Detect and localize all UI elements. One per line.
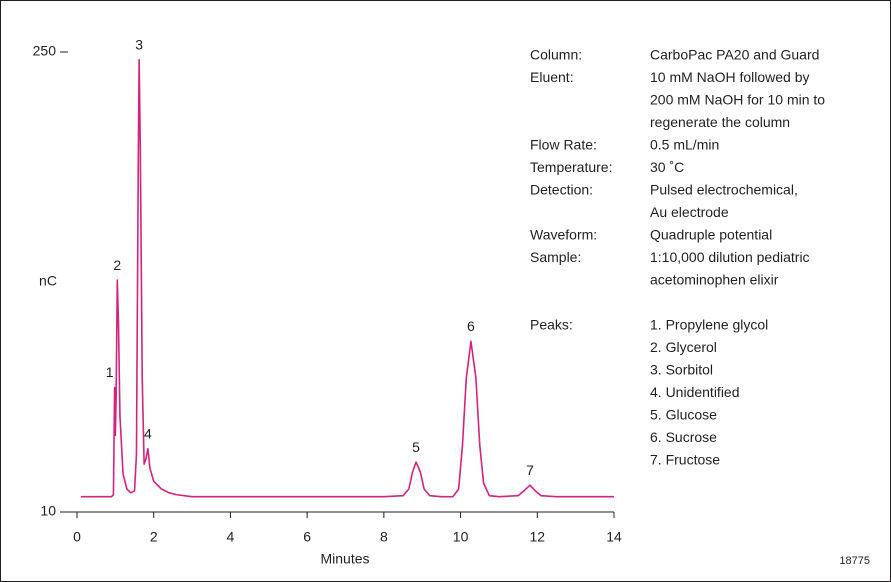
condition-label: Peaks: [530,317,573,333]
condition-label: Temperature: [530,159,612,175]
x-tick-label: 2 [150,529,158,545]
condition-value: 0.5 mL/min [650,137,719,153]
condition-label: Eluent: [530,69,574,85]
peak-label: 5 [412,439,420,455]
condition-value: 6. Sucrose [650,429,717,445]
condition-value: 10 mM NaOH followed by [650,69,810,85]
condition-value: 4. Unidentified [650,384,740,400]
condition-value: CarboPac PA20 and Guard [650,47,819,63]
condition-value: 3. Sorbitol [650,362,713,378]
x-tick-label: 0 [73,529,81,545]
condition-value: 1. Propylene glycol [650,317,768,333]
condition-label: Waveform: [530,227,597,243]
condition-value: 5. Glucose [650,407,717,423]
peak-label: 7 [526,462,534,478]
condition-value: 7. Fructose [650,452,720,468]
x-tick-label: 6 [303,529,311,545]
x-tick-label: 4 [227,529,235,545]
figure-number: 18775 [839,555,870,567]
condition-value: 2. Glycerol [650,339,717,355]
condition-value: 1:10,000 dilution pediatric [650,249,810,265]
y-tick-label: 250 [33,43,57,59]
peak-label: 2 [113,257,121,273]
x-tick-label: 12 [529,529,545,545]
condition-value: Quadruple potential [650,227,772,243]
peak-label: 4 [144,425,152,441]
condition-label: Sample: [530,249,581,265]
condition-value: acetominophen elixir [650,272,779,288]
condition-value: Pulsed electrochemical, [650,182,798,198]
chromatogram-line [80,58,614,498]
x-tick-label: 10 [453,529,469,545]
condition-label: Flow Rate: [530,137,597,153]
condition-value: 200 mM NaOH for 10 min to [650,92,825,108]
x-tick-label: 8 [380,529,388,545]
condition-label: Column: [530,47,582,63]
condition-value: regenerate the column [650,114,790,130]
peak-label: 3 [135,36,143,52]
peak-label: 1 [106,364,114,380]
condition-label: Detection: [530,182,593,198]
condition-value: Au electrode [650,204,729,220]
condition-value: 30 ˚C [650,159,684,175]
x-axis-label: Minutes [320,551,369,567]
y-tick-label: 10 [40,503,56,519]
peak-label: 6 [467,318,475,334]
y-axis-label: nC [39,273,57,289]
x-tick-label: 14 [606,529,622,545]
